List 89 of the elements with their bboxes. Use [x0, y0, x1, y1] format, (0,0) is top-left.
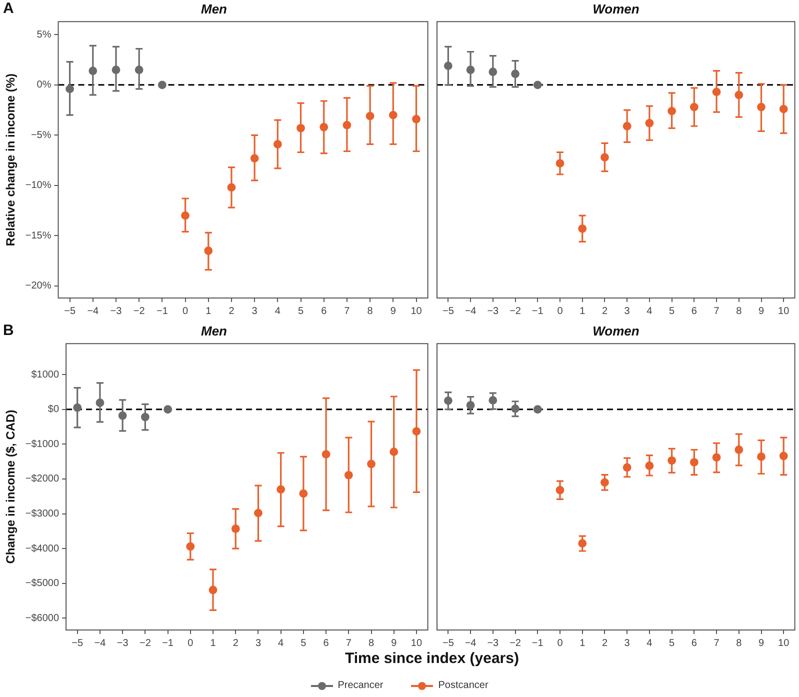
x-tick-label: 2 [228, 306, 235, 317]
x-tick-label: 5 [669, 306, 676, 317]
x-tick-label: 10 [410, 638, 422, 649]
x-tick-label: −2 [139, 638, 152, 649]
text: B [3, 322, 14, 339]
y-tick-label: −$2000 [25, 474, 60, 485]
x-tick-label: 5 [298, 306, 304, 317]
x-tick-label: −4 [87, 306, 100, 317]
x-tick-label: 1 [210, 638, 216, 649]
x-tick-label: −2 [510, 638, 522, 649]
x-tick-label: 3 [624, 638, 630, 649]
x-tick-label: 9 [758, 638, 764, 649]
x-tick-label: 5 [300, 638, 307, 649]
x-tick-label: −4 [464, 306, 477, 317]
legend-label: Postcancer [438, 680, 488, 691]
x-tick-label: −5 [64, 306, 76, 317]
x-tick-label: −4 [464, 638, 477, 649]
chart-title: Women [592, 323, 640, 338]
x-tick-label: −1 [532, 638, 544, 649]
x-tick-label: 7 [714, 306, 720, 317]
x-tick-label: −5 [442, 638, 454, 649]
x-tick-label: 2 [602, 638, 608, 649]
x-tick-label: 6 [691, 306, 698, 317]
x-tick-label: −1 [162, 638, 174, 649]
y-tick-label: −20% [25, 280, 52, 292]
y-tick-label: 0% [36, 80, 52, 91]
y-tick-label: $0 [48, 404, 60, 416]
x-tick-label: −3 [487, 306, 500, 317]
x-tick-label: −4 [94, 638, 106, 649]
x-tick-label: 7 [714, 638, 720, 649]
x-tick-label: −3 [116, 638, 129, 649]
x-tick-label: 3 [252, 306, 258, 317]
x-tick-label: −5 [72, 638, 84, 649]
x-tick-label: 8 [736, 638, 742, 649]
x-tick-label: −1 [532, 306, 544, 317]
x-tick-label: −1 [156, 306, 168, 317]
x-tick-label: 1 [580, 306, 586, 317]
x-tick-label: 4 [646, 306, 653, 317]
y-axis-title: Relative change in income (%) [4, 73, 18, 246]
x-tick-label: 8 [736, 306, 742, 317]
chart-title: Men [201, 323, 228, 338]
y-tick-label: 5% [36, 29, 52, 40]
x-tick-label: 9 [391, 638, 398, 649]
x-axis-title: Time since index (years) [344, 650, 520, 667]
x-tick-label: 0 [182, 306, 189, 317]
x-tick-label: 10 [778, 638, 790, 649]
y-tick-label: −5% [30, 130, 52, 141]
x-tick-label: 9 [390, 306, 396, 317]
x-tick-label: 1 [206, 306, 212, 317]
x-tick-label: 10 [778, 306, 790, 317]
x-tick-label: 9 [758, 306, 764, 317]
y-tick-label: −$5000 [25, 578, 60, 590]
chart-title: Men [201, 1, 228, 16]
y-axis-title: Change in income ($, CAD) [4, 410, 18, 564]
text: A [3, 0, 14, 17]
x-tick-label: 2 [232, 638, 239, 649]
chart-title: Women [592, 1, 640, 16]
y-tick-label: $1000 [31, 369, 60, 380]
x-tick-label: 7 [344, 306, 350, 317]
x-tick-label: 3 [624, 306, 630, 317]
x-tick-label: −3 [110, 306, 122, 317]
x-tick-label: 6 [323, 638, 330, 649]
x-tick-label: −5 [442, 306, 454, 317]
x-tick-label: 8 [368, 638, 374, 649]
x-tick-label: −2 [510, 306, 522, 317]
y-tick-label: −15% [25, 230, 52, 242]
x-tick-label: 6 [691, 638, 698, 649]
y-tick-label: −$6000 [25, 612, 60, 624]
x-tick-label: −2 [133, 306, 146, 317]
x-tick-label: 4 [646, 638, 653, 649]
y-tick-label: −$1000 [25, 438, 60, 450]
x-tick-label: 6 [321, 306, 328, 317]
x-tick-label: 5 [669, 638, 676, 649]
y-tick-label: −10% [25, 180, 52, 192]
y-tick-label: −$3000 [25, 508, 60, 520]
x-tick-label: 0 [188, 638, 194, 649]
x-tick-label: 8 [367, 306, 374, 317]
x-tick-label: 0 [557, 638, 564, 649]
x-tick-label: 7 [346, 638, 352, 649]
x-tick-label: 2 [602, 306, 608, 317]
x-tick-label: −3 [487, 638, 500, 649]
x-tick-label: 4 [274, 306, 281, 317]
x-tick-label: 3 [255, 638, 262, 649]
y-tick-label: −$4000 [25, 543, 60, 554]
x-tick-label: 0 [557, 306, 564, 317]
x-tick-label: 10 [410, 306, 422, 317]
x-tick-label: 4 [278, 638, 284, 649]
legend-label: Precancer [338, 680, 384, 691]
x-tick-label: 1 [580, 638, 586, 649]
